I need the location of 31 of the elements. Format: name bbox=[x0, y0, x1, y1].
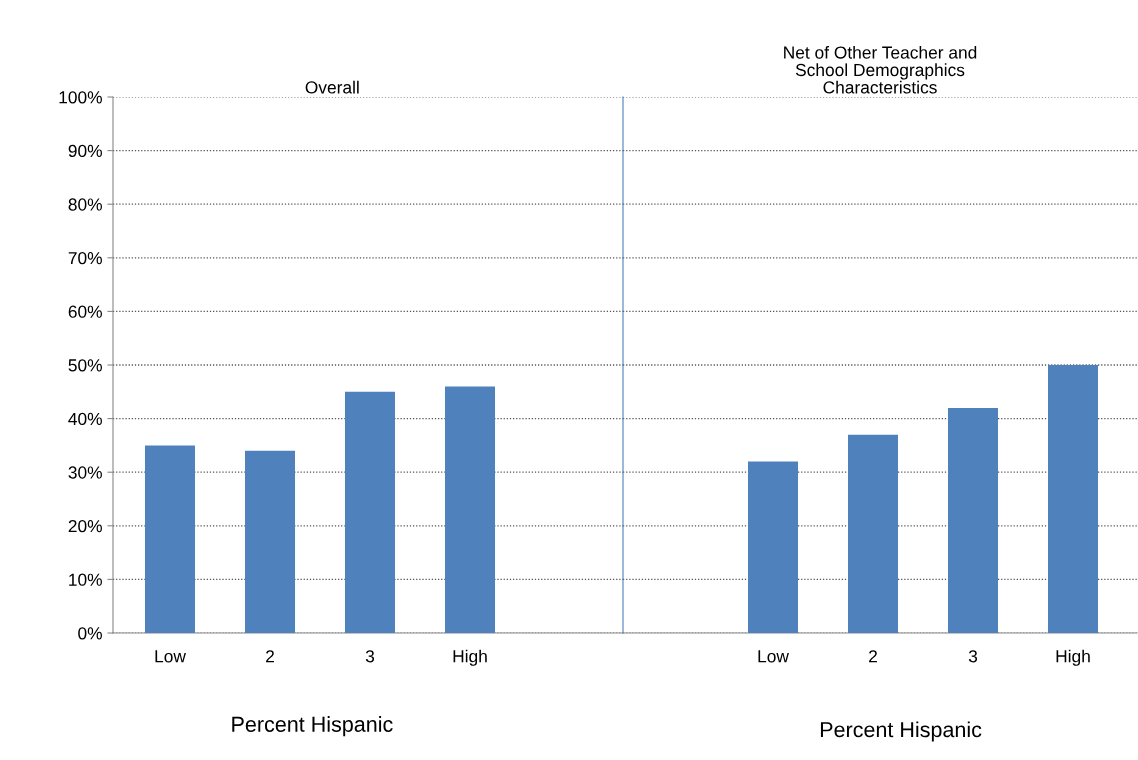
x-tick-label: Low bbox=[758, 650, 789, 663]
y-tick-label: 50% bbox=[68, 359, 102, 372]
x-axis-title: Percent Hispanic bbox=[820, 721, 982, 742]
bar bbox=[748, 461, 798, 633]
y-tick-label: 70% bbox=[68, 251, 102, 265]
x-axis-title: Percent Hispanic bbox=[232, 716, 393, 737]
x-tick-label: 3 bbox=[968, 650, 978, 663]
y-tick-label: 60% bbox=[68, 305, 102, 318]
bar bbox=[345, 391, 395, 633]
bar bbox=[848, 434, 898, 633]
x-tick-label: Low bbox=[155, 650, 186, 663]
y-tick-label: 90% bbox=[68, 144, 102, 158]
x-tick-label: 2 bbox=[869, 650, 877, 663]
chart-title: Overall bbox=[305, 80, 359, 94]
bar bbox=[245, 450, 295, 633]
y-tick-label: 100% bbox=[59, 91, 102, 104]
y-tick-label: 10% bbox=[69, 573, 102, 586]
bar bbox=[1048, 365, 1098, 633]
y-tick-label: 0% bbox=[78, 627, 102, 640]
y-tick-label: 20% bbox=[68, 519, 102, 533]
bar bbox=[948, 407, 998, 633]
bar bbox=[445, 386, 495, 633]
chart-title: Net of Other Teacher and School Demographics Characteristics bbox=[784, 45, 977, 94]
x-tick-label: High bbox=[1056, 649, 1090, 666]
y-tick-label: 30% bbox=[68, 466, 102, 479]
x-tick-label: 2 bbox=[266, 650, 274, 663]
x-tick-label: 3 bbox=[365, 650, 375, 663]
y-tick-label: 40% bbox=[68, 412, 102, 426]
y-tick-label: 80% bbox=[68, 198, 102, 211]
bar bbox=[145, 445, 195, 633]
x-tick-label: High bbox=[453, 649, 487, 666]
